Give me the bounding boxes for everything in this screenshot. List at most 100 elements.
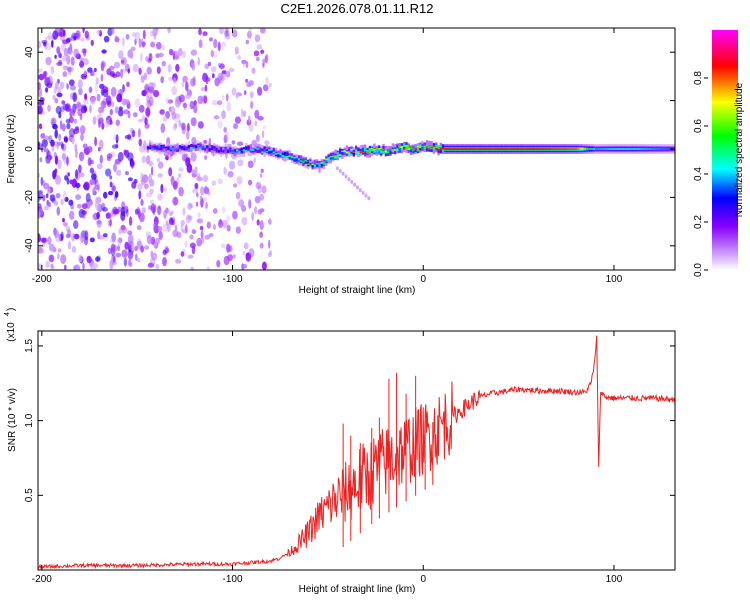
spectrogram-ridge-cell [187,145,191,148]
spectrogram-noise-speck [221,41,227,48]
spectrogram-noise-speck [55,175,61,185]
spectrogram-ridge-cell [462,148,465,150]
spectrogram-noise-speck [112,74,118,79]
spectrogram-ridge-cell [389,147,392,152]
spectrogram-ridge-cell [538,148,541,150]
spectrogram-noise-speck [73,118,78,124]
spectrogram-ridge-cell [160,146,163,151]
spectrogram-noise-speck [181,122,186,131]
spectrogram-ridge-cell [162,145,165,153]
spectrogram-noise-speck [260,28,266,34]
spectrogram-noise-speck [187,215,193,220]
spectrogram-ridge-cell [412,147,415,149]
spectrogram-ridge-cell [561,148,564,150]
spectrogram-noise-speck [60,198,64,206]
spectrogram-noise-speck [200,186,205,196]
spectrogram-noise-speck [47,153,51,164]
spectrogram-ridge-cell [258,149,262,153]
spectrogram-ridge-cell [357,147,360,155]
spectrogram-noise-speck [75,169,79,179]
spectrogram-ridge-cell [602,148,605,150]
spectrogram-ridge-cell [171,147,175,150]
spectrogram-ridge-cell [226,150,230,153]
spectrogram-ridge-cell [332,156,335,160]
spectrogram-ridge-cell [201,146,204,150]
spectrogram-ridge-cell [357,152,360,154]
spectrogram-noise-speck [132,63,139,73]
spectrogram-ridge-cell [258,147,262,150]
spectrogram-noise-speck [191,229,197,235]
spectrogram-ridge-cell [380,147,383,150]
spectrogram-noise-speck [38,68,43,73]
spectrogram-noise-speck [180,251,185,257]
spectrogram-ridge-cell [293,157,296,162]
spectrogram-ridge-cell [387,151,390,154]
spectrogram-noise-speck [234,46,239,55]
spectrogram-noise-speck [223,255,230,266]
snr-x-ticks: -200 -100 0 100 [32,331,623,585]
spectrogram-noise-speck [262,63,265,68]
spectrogram-ridge-cell [425,146,429,149]
spectrogram-ridge-cell [240,149,243,153]
spectrogram-ridge-cell [579,148,582,150]
spectrogram-noise-speck [38,73,45,81]
spectrogram-noise-speck [56,46,61,54]
spectrogram-noise-speck [169,218,175,226]
spectrogram-ridge-cell [432,146,436,151]
spectrogram-ridge-cell [556,148,559,150]
spectrogram-noise-speck [109,65,115,70]
spectrogram-ridge-cell [270,149,273,154]
spectrogram-ridge-cell [286,152,289,157]
spectrogram-noise-speck [111,232,116,243]
spectrogram-ridge-cell [524,148,527,150]
spectrogram-noise-speck [38,123,43,130]
spectrogram-ridge-cell [403,147,406,150]
spectrogram-noise-speck [47,156,51,163]
spectrogram-ridge-cell [467,148,470,150]
spectrogram-noise-speck [83,71,88,78]
spectrogram-noise-speck [241,205,247,212]
spectrogram-noise-speck [45,87,49,93]
spectrogram-ridge-cell [499,148,502,150]
spectrogram-noise-speck [255,181,262,190]
spectrogram-ridge-cell [167,146,170,150]
spectrogram-noise-speck [234,116,241,124]
spectrogram-noise-speck [166,223,171,232]
spectrogram-ridge-cell [503,148,506,150]
y-tick-label: 0.5 [24,488,35,502]
spectrogram-noise-speck [96,93,101,102]
spectrogram-ridge-cell [274,153,278,155]
spectrogram-tail-speck [367,196,371,201]
snr-multiplier-close: ) [6,308,17,311]
spectrogram-noise-speck [68,199,74,206]
spectrogram-noise-speck [71,245,77,253]
spectrogram-ridge-cell [327,158,330,162]
spectrogram-noise-speck [107,190,114,196]
spectrogram-noise-speck [181,228,188,234]
spectrogram-noise-speck [53,117,57,124]
spectrogram-noise-speck [190,49,198,56]
spectrogram-noise-speck [247,28,253,36]
spectrogram-ridge-cell [647,148,651,150]
spectrogram-ridge-cell [268,149,271,154]
spectrogram-y-ticks: -40 -20 0 20 40 [24,46,675,253]
spectrogram-noise-speck [134,31,141,42]
spectrogram-tail-speck [338,169,342,174]
snr-multiplier: (x10 4 ) [4,308,17,342]
spectrogram-ridge-cell [233,149,236,151]
spectrogram-noise-speck [226,215,231,222]
spectrogram-noise-speck [48,243,55,252]
spectrogram-noise-speck [148,173,152,184]
spectrogram-noise-speck [140,178,146,186]
spectrogram-ridge-cell [359,151,362,154]
spectrogram-ridge-cell [295,157,298,162]
spectrogram-noise-speck [107,247,112,255]
spectrogram-noise-speck [95,256,101,262]
spectrogram-noise-speck [89,167,95,174]
spectrogram-noise-speck [105,95,112,105]
spectrogram-noise-speck [185,214,192,224]
spectrogram-ridge-cell [336,152,339,154]
spectrogram-noise-speck [212,208,218,214]
spectrogram-noise-speck [73,233,80,240]
spectrogram-noise-speck [162,257,167,267]
